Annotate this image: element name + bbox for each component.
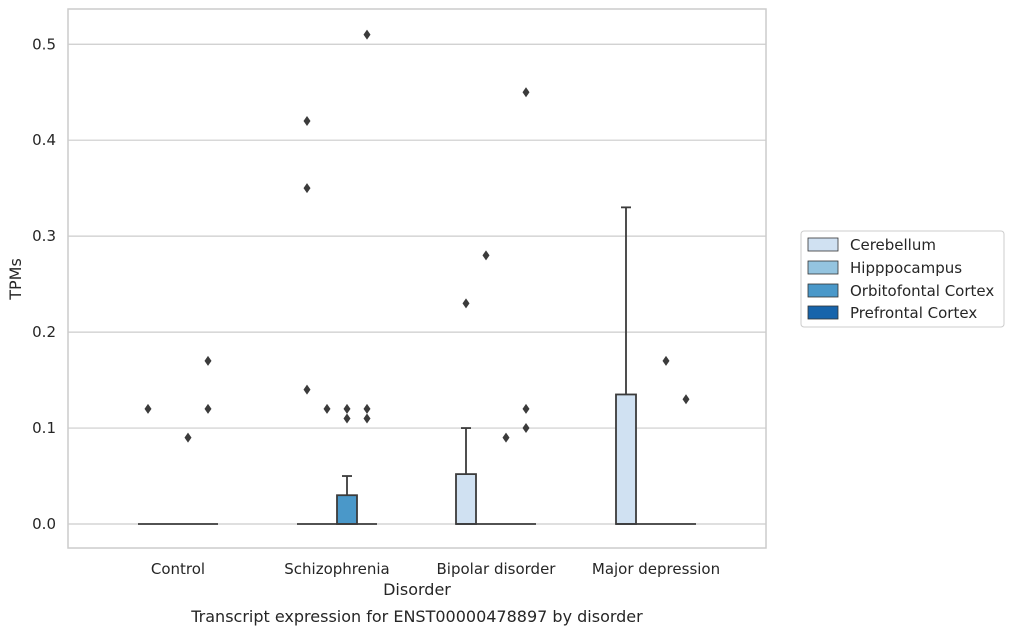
outlier-1-1-0 xyxy=(323,403,331,414)
box-group-2 xyxy=(455,87,536,525)
legend-label-1: Hipppocampus xyxy=(850,259,962,277)
x-tick-label-3: Major depression xyxy=(592,560,720,578)
y-tick-label-2: 0.2 xyxy=(32,323,56,341)
outlier-2-2-0 xyxy=(502,432,510,443)
legend-label-0: Cerebellum xyxy=(850,236,936,254)
outlier-0-0-0 xyxy=(144,403,152,414)
outlier-1-3-1 xyxy=(363,403,371,414)
legend-label-3: Prefrontal Cortex xyxy=(850,304,977,322)
outlier-3-2-0 xyxy=(662,355,670,366)
y-tick-label-4: 0.4 xyxy=(32,131,56,149)
x-tick-label-0: Control xyxy=(151,560,205,578)
box-group-3 xyxy=(615,206,696,525)
box-3-0 xyxy=(615,393,637,525)
outlier-2-3-1 xyxy=(522,403,530,414)
y-axis-label: TPMs xyxy=(6,258,25,301)
outlier-2-3-0 xyxy=(522,87,530,98)
outlier-0-3-0 xyxy=(204,355,212,366)
box-group-0 xyxy=(138,355,218,525)
outlier-3-3-0 xyxy=(682,394,690,405)
outlier-0-3-1 xyxy=(204,403,212,414)
box-group-1 xyxy=(297,29,377,525)
outlier-0-2-0 xyxy=(184,432,192,443)
outlier-1-3-0 xyxy=(363,29,371,40)
y-tick-label-5: 0.5 xyxy=(32,35,56,53)
outlier-2-0-0 xyxy=(462,298,470,309)
y-tick-label-0: 0.0 xyxy=(32,515,56,533)
figure-caption: Transcript expression for ENST0000047889… xyxy=(190,607,643,626)
y-tick-label-3: 0.3 xyxy=(32,227,56,245)
legend-swatch-3 xyxy=(807,305,839,320)
legend-swatch-0 xyxy=(807,237,839,252)
x-tick-label-2: Bipolar disorder xyxy=(437,560,557,578)
y-tick-label-1: 0.1 xyxy=(32,419,56,437)
y-tick-labels: 0.0 0.1 0.2 0.3 0.4 0.5 xyxy=(32,35,56,533)
legend-label-2: Orbitofontal Cortex xyxy=(850,282,994,300)
plot-frame xyxy=(67,8,767,549)
legend-item-1: Hipppocampus xyxy=(807,259,962,277)
legend-swatch-1 xyxy=(807,260,839,275)
x-tick-label-1: Schizophrenia xyxy=(284,560,389,578)
x-tick-labels: Control Schizophrenia Bipolar disorder Majo… xyxy=(151,560,720,578)
outlier-2-3-2 xyxy=(522,423,530,434)
legend: Cerebellum Hipppocampus Orbitofontal Cor… xyxy=(800,230,1005,328)
outlier-1-0-1 xyxy=(303,183,311,194)
legend-swatch-2 xyxy=(807,283,839,298)
box-2-0 xyxy=(455,473,477,525)
outlier-1-0-0 xyxy=(303,116,311,127)
legend-item-0: Cerebellum xyxy=(807,236,936,254)
outlier-1-2-0 xyxy=(343,403,351,414)
outlier-1-3-2 xyxy=(363,413,371,424)
legend-item-2: Orbitofontal Cortex xyxy=(807,282,994,300)
outlier-2-1-0 xyxy=(482,250,490,261)
box-groups xyxy=(138,29,696,525)
outlier-1-2-1 xyxy=(343,413,351,424)
x-axis-label: Disorder xyxy=(383,580,451,599)
plot-background xyxy=(68,9,766,548)
outlier-1-0-2 xyxy=(303,384,311,395)
legend-item-3: Prefrontal Cortex xyxy=(807,304,977,322)
legend-frame xyxy=(800,230,1005,328)
box-1-2 xyxy=(336,494,358,525)
